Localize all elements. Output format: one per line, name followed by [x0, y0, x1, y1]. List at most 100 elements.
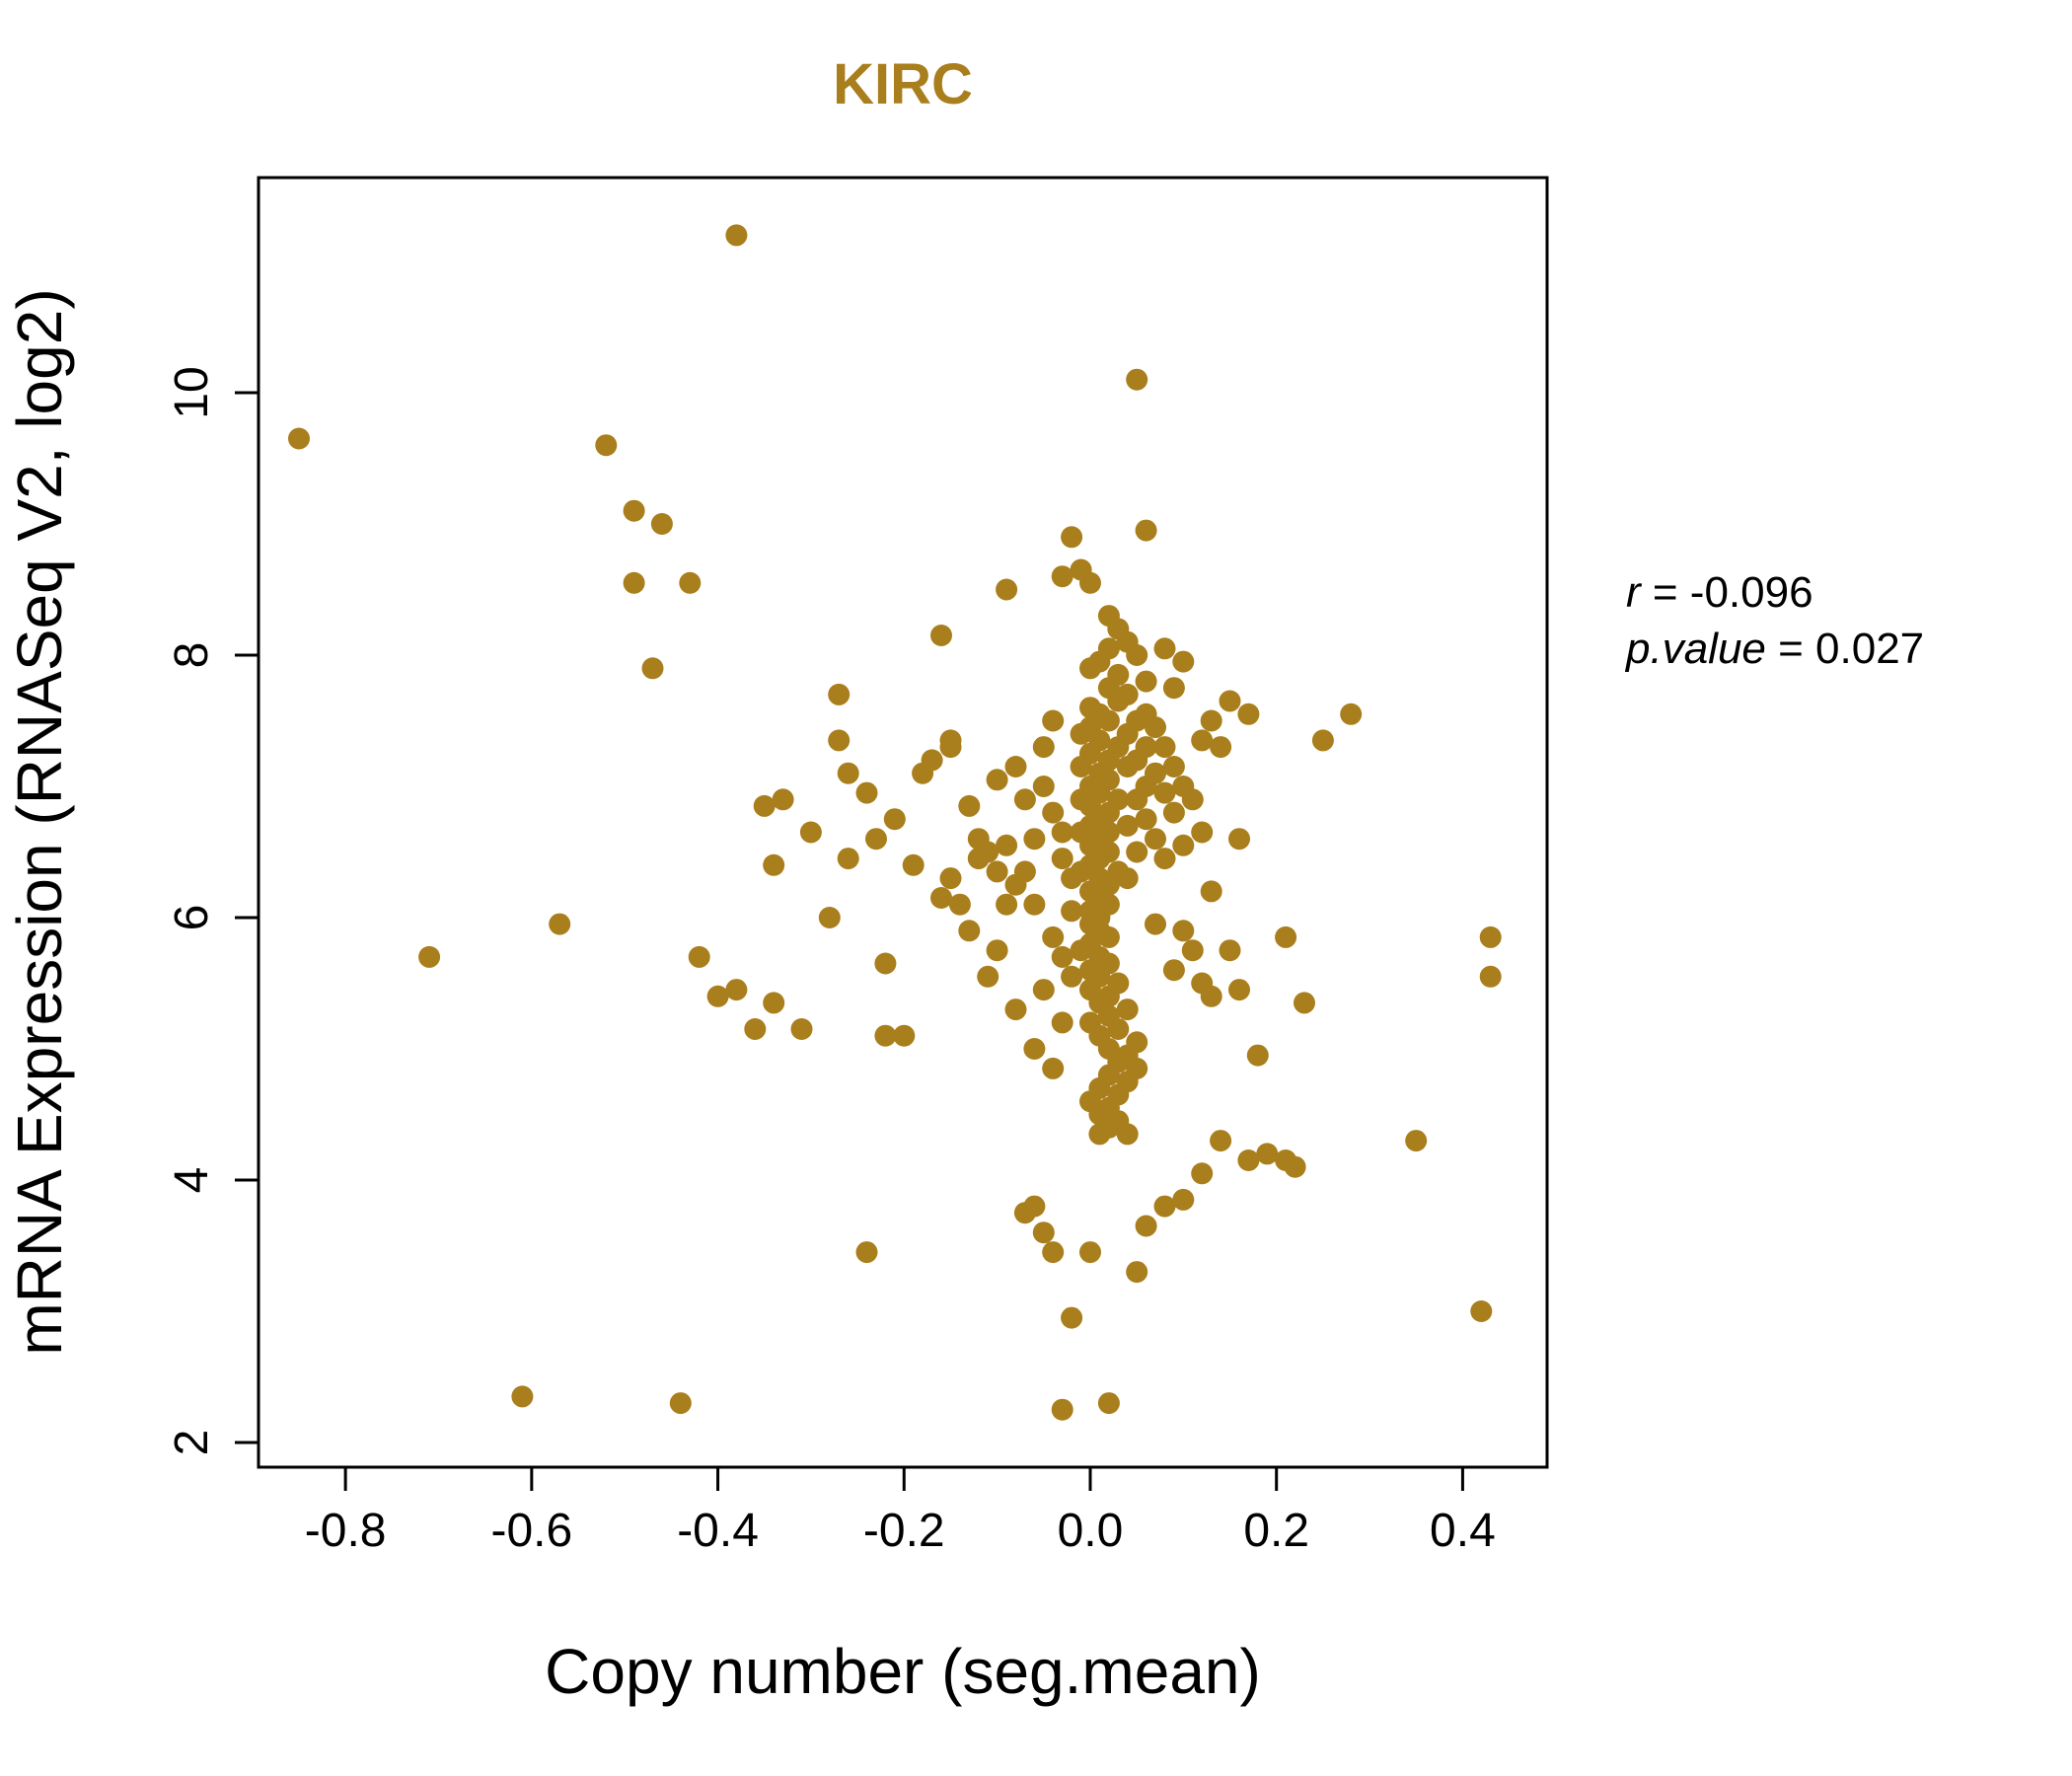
data-point: [1061, 526, 1083, 549]
data-point: [763, 853, 785, 876]
data-point: [1097, 769, 1120, 791]
data-point: [977, 965, 999, 988]
annotation-r-value: = -0.096: [1641, 568, 1813, 617]
x-axis: -0.8 -0.6 -0.4 -0.2 0.0 0.2 0.4: [305, 1467, 1496, 1557]
data-point: [1210, 736, 1232, 759]
data-point: [1340, 703, 1363, 725]
data-point: [1116, 999, 1139, 1021]
data-point: [1210, 1130, 1232, 1152]
data-point: [1162, 756, 1185, 777]
data-point: [1153, 637, 1176, 660]
data-point: [1107, 788, 1130, 811]
data-point: [1097, 925, 1120, 948]
data-point: [763, 992, 785, 1014]
data-point: [1032, 1221, 1055, 1244]
data-point: [1162, 677, 1185, 700]
y-axis: 2 4 6 8 10: [166, 366, 259, 1455]
data-point: [1061, 900, 1083, 923]
data-point: [1200, 709, 1222, 732]
data-point: [1145, 762, 1166, 784]
data-point: [1032, 979, 1055, 1001]
data-point: [1126, 644, 1148, 666]
data-point: [874, 1024, 897, 1047]
x-tick-label: -0.8: [305, 1505, 387, 1557]
data-point: [1004, 756, 1027, 777]
data-point: [1051, 1398, 1073, 1421]
data-point: [1079, 1241, 1101, 1264]
data-point: [1135, 670, 1157, 693]
x-tick-label: 0.4: [1430, 1505, 1496, 1557]
data-point: [641, 657, 664, 680]
annotation-pvalue: p.value = 0.027: [1624, 625, 1924, 673]
data-point: [1200, 880, 1222, 903]
data-point: [828, 729, 851, 752]
y-tick-label: 4: [166, 1167, 218, 1194]
data-point: [725, 979, 748, 1001]
data-point: [939, 867, 962, 890]
data-point: [1107, 663, 1130, 686]
data-point: [1013, 788, 1036, 811]
data-point: [688, 945, 710, 968]
data-point: [1275, 925, 1297, 948]
y-tick-label: 6: [166, 905, 218, 931]
data-point: [930, 625, 952, 646]
data-point: [1181, 788, 1204, 811]
data-point: [1219, 690, 1241, 712]
data-point: [1116, 867, 1139, 890]
data-point: [996, 578, 1018, 601]
data-point: [650, 513, 673, 535]
data-point: [1107, 972, 1130, 995]
data-point: [837, 848, 859, 870]
data-point: [1172, 834, 1195, 856]
data-point: [865, 828, 887, 851]
x-tick-label: 0.0: [1058, 1505, 1124, 1557]
data-point: [1145, 828, 1166, 851]
y-axis-label: mRNA Expression (RNASeq V2, log2): [4, 288, 75, 1355]
data-point: [1145, 716, 1166, 739]
data-point: [1107, 1018, 1130, 1040]
data-point: [1172, 1188, 1195, 1211]
data-point: [1219, 939, 1241, 962]
data-point: [799, 821, 822, 844]
annotation-r-name: r: [1626, 568, 1643, 617]
annotation-p-value: = 0.027: [1766, 625, 1924, 673]
data-point: [1042, 709, 1065, 732]
data-point: [818, 907, 841, 928]
data-point: [1237, 1149, 1260, 1171]
data-point: [1097, 637, 1120, 660]
data-point: [1097, 952, 1120, 975]
data-point: [1153, 1195, 1176, 1218]
data-point: [1135, 736, 1157, 759]
data-point: [893, 1024, 916, 1047]
data-point: [1191, 821, 1214, 844]
data-point: [1051, 848, 1073, 870]
data-point: [790, 1018, 813, 1040]
data-point: [1051, 821, 1073, 844]
data-point: [1256, 1143, 1279, 1165]
data-point: [1023, 828, 1046, 851]
data-point: [902, 853, 925, 876]
x-tick-label: -0.4: [677, 1505, 759, 1557]
data-point: [1479, 965, 1502, 988]
data-point: [1051, 565, 1073, 588]
points-layer: [288, 224, 1502, 1421]
data-point: [1097, 841, 1120, 863]
data-point: [1088, 729, 1111, 752]
data-point: [1023, 893, 1046, 916]
data-point: [1479, 925, 1502, 948]
data-point: [958, 794, 981, 817]
data-point: [1191, 1162, 1214, 1185]
data-point: [1126, 1057, 1148, 1079]
y-tick-label: 2: [166, 1430, 218, 1456]
data-point: [1405, 1130, 1428, 1152]
data-point: [1162, 801, 1185, 824]
data-point: [288, 427, 310, 450]
data-point: [1004, 999, 1027, 1021]
x-tick-label: -0.2: [863, 1505, 945, 1557]
annotation-p-name: p.value: [1624, 625, 1766, 673]
data-point: [679, 571, 702, 594]
data-point: [1061, 965, 1083, 988]
data-point: [1237, 703, 1260, 725]
data-point: [1032, 776, 1055, 797]
